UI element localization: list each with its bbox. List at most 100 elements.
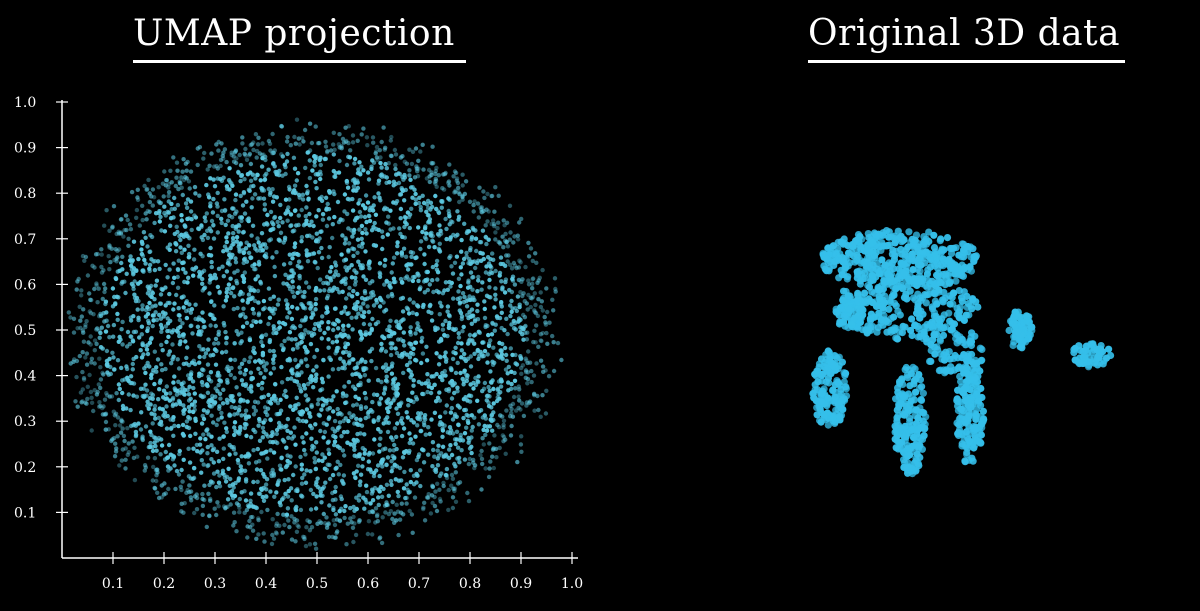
- umap-point: [408, 325, 413, 330]
- umap-point: [517, 258, 522, 263]
- umap-point: [227, 442, 232, 448]
- umap-point: [245, 217, 250, 222]
- umap-point: [420, 142, 425, 147]
- umap-point: [208, 273, 213, 278]
- umap-point: [209, 443, 214, 448]
- umap-point: [206, 491, 211, 496]
- umap-point: [172, 206, 177, 211]
- umap-point: [385, 455, 391, 460]
- umap-point: [448, 284, 453, 289]
- umap-point: [298, 507, 304, 513]
- umap-point: [246, 386, 252, 391]
- umap-point: [316, 208, 321, 213]
- umap-point: [253, 359, 258, 364]
- umap-point: [375, 378, 381, 383]
- umap-point: [413, 395, 419, 400]
- umap-point: [460, 261, 466, 266]
- umap-point: [217, 484, 223, 489]
- original-point: [934, 269, 943, 277]
- umap-point: [239, 454, 244, 459]
- umap-point: [510, 278, 516, 283]
- umap-point: [256, 491, 262, 496]
- umap-point: [92, 338, 98, 343]
- umap-point: [156, 397, 161, 402]
- umap-point: [337, 290, 342, 295]
- umap-point: [351, 253, 356, 259]
- umap-point: [471, 202, 476, 208]
- umap-point: [381, 421, 386, 426]
- umap-point: [345, 429, 350, 435]
- umap-point: [444, 403, 449, 408]
- umap-point: [230, 394, 235, 399]
- umap-point: [371, 293, 376, 298]
- umap-point: [495, 387, 500, 393]
- umap-point: [336, 326, 341, 331]
- umap-point: [298, 323, 303, 329]
- umap-point: [220, 401, 226, 406]
- umap-point: [297, 142, 302, 147]
- umap-point: [167, 247, 172, 252]
- umap-point: [221, 156, 226, 161]
- umap-point: [411, 378, 416, 383]
- umap-point: [318, 155, 323, 160]
- umap-point: [496, 424, 502, 430]
- umap-point: [242, 357, 247, 363]
- umap-point: [177, 333, 182, 339]
- umap-point: [297, 273, 302, 279]
- umap-point: [493, 268, 498, 274]
- umap-point: [521, 413, 527, 419]
- umap-point: [95, 389, 100, 395]
- umap-point: [191, 273, 196, 278]
- umap-point: [262, 375, 267, 380]
- umap-point: [247, 336, 252, 341]
- umap-point: [515, 459, 520, 465]
- umap-point: [285, 494, 291, 499]
- umap-point: [294, 178, 299, 183]
- umap-point: [203, 437, 208, 442]
- umap-point: [259, 386, 265, 391]
- umap-point: [250, 514, 255, 520]
- umap-point: [356, 396, 361, 401]
- umap-point: [408, 329, 413, 335]
- umap-point: [299, 409, 305, 414]
- umap-point: [392, 426, 398, 431]
- umap-point: [387, 404, 392, 410]
- umap-point: [308, 341, 314, 347]
- umap-point: [142, 257, 147, 263]
- umap-point: [179, 381, 184, 387]
- umap-point: [530, 286, 535, 291]
- umap-point: [389, 346, 394, 351]
- umap-point: [254, 148, 260, 154]
- umap-point: [510, 274, 516, 279]
- umap-point: [498, 384, 504, 389]
- umap-point: [312, 354, 317, 360]
- original-point: [945, 309, 953, 317]
- umap-point: [115, 255, 120, 260]
- x-tick-label: 0.1: [102, 576, 124, 592]
- umap-point: [216, 148, 221, 153]
- umap-point: [348, 442, 353, 447]
- umap-point: [213, 362, 219, 367]
- umap-point: [354, 495, 359, 500]
- umap-point: [484, 207, 489, 212]
- umap-point: [322, 455, 327, 460]
- umap-point: [299, 481, 305, 486]
- umap-point: [427, 431, 432, 437]
- original-point: [824, 421, 832, 429]
- umap-point: [252, 192, 258, 197]
- umap-point: [295, 523, 300, 528]
- umap-point: [180, 169, 185, 174]
- umap-point: [242, 421, 248, 427]
- umap-point: [188, 489, 194, 494]
- umap-point: [538, 290, 543, 295]
- umap-point: [219, 415, 224, 420]
- umap-point: [104, 358, 110, 364]
- umap-point: [289, 436, 295, 441]
- umap-point: [209, 218, 215, 224]
- umap-point: [428, 207, 433, 212]
- umap-point: [447, 447, 452, 452]
- original-point: [825, 267, 833, 275]
- original-point: [840, 235, 848, 243]
- umap-point: [518, 325, 523, 330]
- umap-point: [310, 168, 315, 173]
